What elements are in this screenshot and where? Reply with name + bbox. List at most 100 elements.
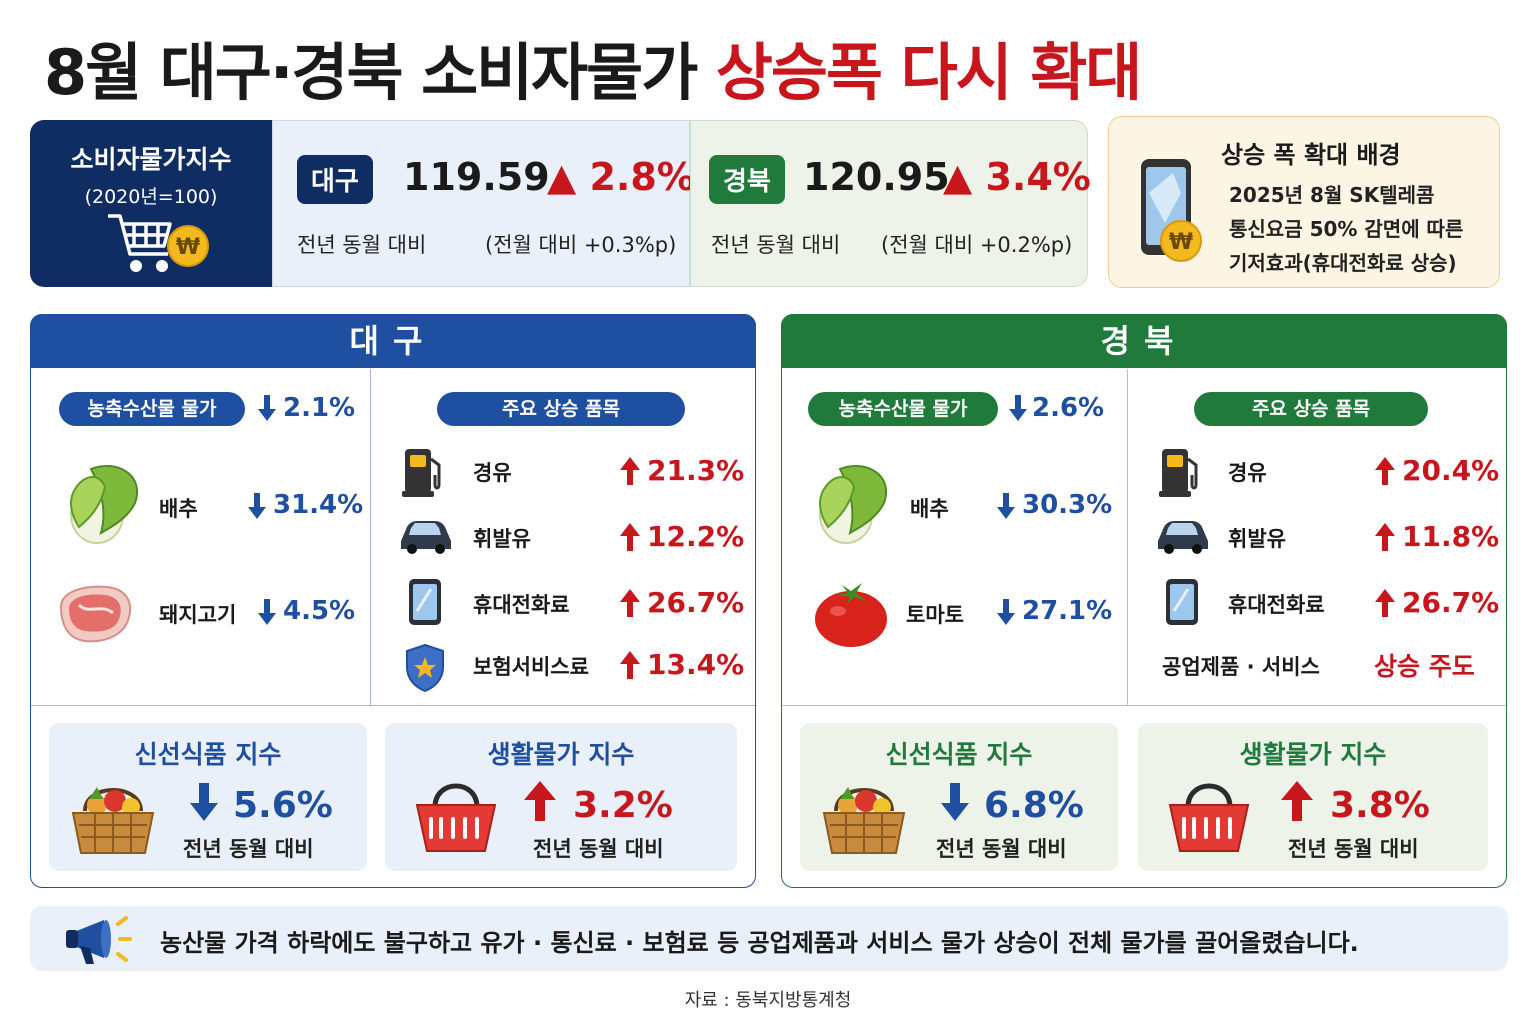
shopping-basket-icon (1168, 783, 1250, 852)
summary-note: 농산물 가격 하락에도 불구하고 유가 · 통신료 · 보험료 등 공업제품과 … (160, 929, 1359, 957)
arrow-down-icon (248, 493, 266, 519)
daegu-fresh-index-box: 신선식품 지수 5.6% 전년 동월 대비 (49, 723, 367, 871)
gyeongbuk-rise-item-change: 26.7% (1402, 586, 1500, 619)
daegu-rise-pill: 주요 상승 품목 (437, 392, 685, 426)
daegu-rise-item-change: 26.7% (647, 586, 745, 619)
daegu-fresh-title: 신선식품 지수 (134, 740, 282, 769)
page-title: 8월 대구·경북 소비자물가 상승폭 다시 확대 (44, 22, 1142, 112)
arrow-up-icon (1375, 457, 1395, 485)
gyeongbuk-mom-label: (전월 대비 +0.2%p) (881, 233, 1073, 257)
car-icon (401, 521, 451, 554)
megaphone-icon (66, 916, 132, 964)
gyeongbuk-panel-header: 경북 (781, 314, 1507, 368)
daegu-change: ▲ 2.8% (547, 155, 695, 199)
background-line-3: 기저효과(휴대전화료 상승) (1229, 251, 1457, 275)
divider (370, 369, 371, 705)
summary-note-box: 농산물 가격 하락에도 불구하고 유가 · 통신료 · 보험료 등 공업제품과 … (30, 906, 1508, 971)
gyeongbuk-living-index-box: 생활물가 지수 3.8% 전년 동월 대비 (1138, 723, 1488, 871)
background-line-2: 통신요금 50% 감면에 따른 (1229, 217, 1464, 241)
daegu-agri-item-change: 31.4% (273, 490, 364, 520)
daegu-rise-item-label: 경유 (473, 461, 512, 485)
daegu-rise-item-label: 휘발유 (473, 527, 531, 551)
gyeongbuk-rise-item-label: 휴대전화료 (1228, 593, 1325, 617)
gyeongbuk-agri-change: 2.6% (1032, 393, 1105, 423)
gyeongbuk-panel: 경북 농축수산물 물가 2.6% 배추 30.3% 토마토 27.1% 주요 상… (781, 314, 1507, 888)
daegu-panel-header: 대구 (30, 314, 756, 368)
daegu-fresh-value: 5.6% (233, 785, 333, 826)
daegu-living-title: 생활물가 지수 (487, 740, 635, 769)
fuel-pump-icon (1159, 449, 1198, 497)
gyeongbuk-rise-item-label: 휘발유 (1228, 527, 1286, 551)
svg-text:₩: ₩ (176, 235, 200, 260)
arrow-up-icon (620, 457, 640, 485)
daegu-rise-item-label: 보험서비스료 (473, 655, 589, 679)
arrow-down-icon (258, 599, 276, 625)
food-basket-icon (71, 787, 155, 854)
gyeongbuk-rise-item-label: 경유 (1228, 461, 1267, 485)
gyeongbuk-change: ▲ 3.4% (943, 155, 1091, 199)
daegu-badge: 대구 (297, 155, 373, 204)
daegu-panel: 대구 농축수산물 물가 2.1% 배추 31.4% 돼지고기 4.5% 주요 상… (30, 314, 756, 888)
arrow-up-icon (620, 651, 640, 679)
arrow-up-icon (1375, 523, 1395, 551)
gyeongbuk-living-caption: 전년 동월 대비 (1288, 837, 1419, 861)
gyeongbuk-rise-item-change: 20.4% (1402, 454, 1500, 487)
cpi-base-year: (2020년=100) (84, 186, 218, 208)
daegu-rise-item-change: 13.4% (647, 648, 745, 681)
gyeongbuk-industry-label: 공업제품 · 서비스 (1162, 655, 1320, 679)
title-highlight: 상승폭 다시 확대 (715, 36, 1142, 109)
divider (31, 705, 755, 706)
daegu-rise-item-label: 휴대전화료 (473, 593, 570, 617)
source-credit: 자료 : 동북지방통계청 (684, 990, 852, 1011)
gyeongbuk-rise-item-change: 11.8% (1402, 520, 1500, 553)
arrow-down-icon (997, 493, 1015, 519)
arrow-up-icon (1281, 781, 1313, 821)
arrow-down-icon (997, 599, 1015, 625)
arrow-down-icon (190, 783, 218, 821)
gyeongbuk-agri-item-label: 토마토 (906, 603, 964, 627)
daegu-rise-item-change: 12.2% (647, 520, 745, 553)
gyeongbuk-rise-pill: 주요 상승 품목 (1194, 392, 1428, 426)
daegu-index: 119.59 (403, 155, 550, 199)
gyeongbuk-yoy-label: 전년 동월 대비 (711, 233, 841, 257)
arrow-up-icon (524, 781, 556, 821)
divider (1127, 369, 1128, 705)
shopping-basket-icon (415, 783, 497, 852)
daegu-agri-item-label: 돼지고기 (159, 603, 237, 627)
gyeongbuk-agri-item-change: 30.3% (1022, 490, 1113, 520)
gyeongbuk-fresh-value: 6.8% (984, 785, 1084, 826)
background-reason-box: ₩ 상승 폭 확대 배경 2025년 8월 SK텔레콤 통신요금 50% 감면에… (1108, 116, 1500, 288)
background-title: 상승 폭 확대 배경 (1221, 141, 1401, 169)
phone-icon (409, 579, 441, 625)
daegu-living-value: 3.2% (573, 785, 673, 826)
gyeongbuk-living-value: 3.8% (1330, 785, 1430, 826)
daegu-rise-item-change: 21.3% (647, 454, 745, 487)
gyeongbuk-fresh-caption: 전년 동월 대비 (936, 837, 1067, 861)
gyeongbuk-agri-item-label: 배추 (910, 497, 949, 521)
cabbage-icon (819, 465, 887, 544)
gyeongbuk-fresh-title: 신선식품 지수 (885, 740, 1033, 769)
arrow-up-icon (1375, 589, 1395, 617)
divider (782, 705, 1506, 706)
daegu-agri-item-change: 4.5% (283, 596, 356, 626)
phone-coin-icon: ₩ (1141, 159, 1202, 262)
gyeongbuk-index: 120.95 (803, 155, 950, 199)
gyeongbuk-agri-pill: 농축수산물 물가 (808, 392, 998, 426)
arrow-down-icon (258, 395, 276, 421)
gyeongbuk-badge: 경북 (709, 155, 785, 204)
shield-icon (406, 643, 444, 693)
gyeongbuk-agri-item-change: 27.1% (1022, 596, 1113, 626)
daegu-living-index-box: 생활물가 지수 3.2% 전년 동월 대비 (385, 723, 737, 871)
fuel-pump-icon (402, 449, 441, 497)
gyeongbuk-living-title: 생활물가 지수 (1239, 740, 1387, 769)
gyeongbuk-cpi-card: 경북 120.95 ▲ 3.4% 전년 동월 대비 (전월 대비 +0.2%p) (690, 120, 1091, 287)
daegu-yoy-label: 전년 동월 대비 (297, 233, 427, 257)
daegu-living-caption: 전년 동월 대비 (533, 837, 664, 861)
pork-icon (59, 585, 132, 643)
daegu-agri-item-label: 배추 (159, 497, 198, 521)
gyeongbuk-industry-value: 상승 주도 (1374, 652, 1475, 681)
arrow-up-icon (620, 523, 640, 551)
daegu-cpi-card: 대구 119.59 ▲ 2.8% 전년 동월 대비 (전월 대비 +0.3%p) (272, 120, 695, 287)
cpi-label-box: 소비자물가지수 (2020년=100) ₩ (30, 120, 272, 287)
daegu-agri-pill: 농축수산물 물가 (59, 392, 245, 426)
